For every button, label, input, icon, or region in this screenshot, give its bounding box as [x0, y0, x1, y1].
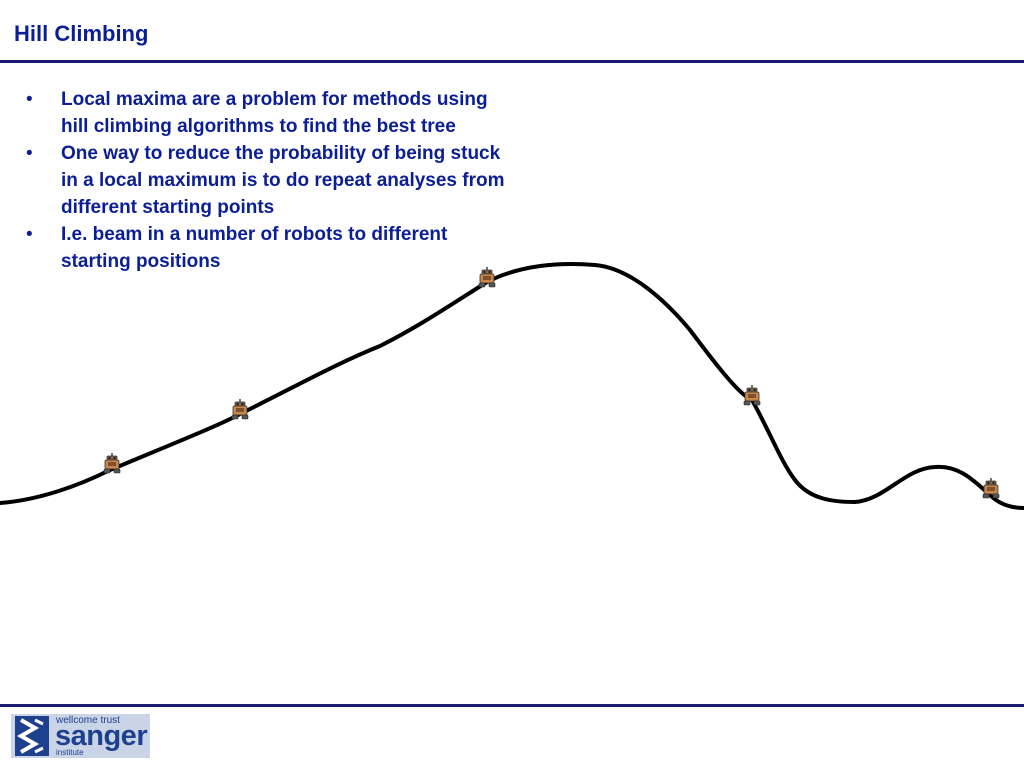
logo-text-wellcome: wellcome trust: [56, 715, 120, 726]
bullet-line: hill climbing algorithms to find the bes…: [61, 116, 456, 137]
bullet-item: • Local maxima are a problem for methods…: [26, 86, 606, 140]
bullet-line: Local maxima are a problem for methods u…: [61, 89, 488, 110]
logo-text-institute: institute: [56, 748, 84, 757]
logo-text-sanger: sanger: [55, 720, 148, 752]
bullet-marker: •: [26, 224, 33, 245]
bullet-item: • I.e. beam in a number of robots to dif…: [26, 221, 606, 275]
bottom-divider: [0, 704, 1024, 707]
bullet-line: One way to reduce the probability of bei…: [61, 143, 501, 164]
top-divider: [0, 60, 1024, 63]
bullet-list: • Local maxima are a problem for methods…: [26, 86, 606, 275]
sanger-logo: wellcome trust sanger institute: [11, 714, 150, 758]
slide-title: Hill Climbing: [14, 21, 149, 46]
bullet-line: different starting points: [61, 197, 275, 218]
bullet-marker: •: [26, 89, 33, 110]
bullet-line: in a local maximum is to do repeat analy…: [61, 170, 505, 191]
bullet-line: starting positions: [61, 251, 221, 272]
bullet-line: I.e. beam in a number of robots to diffe…: [61, 224, 448, 245]
bullet-item: • One way to reduce the probability of b…: [26, 140, 606, 221]
dna-helix-icon: [15, 716, 49, 756]
fitness-curve: [0, 262, 1024, 510]
bullet-marker: •: [26, 143, 33, 164]
